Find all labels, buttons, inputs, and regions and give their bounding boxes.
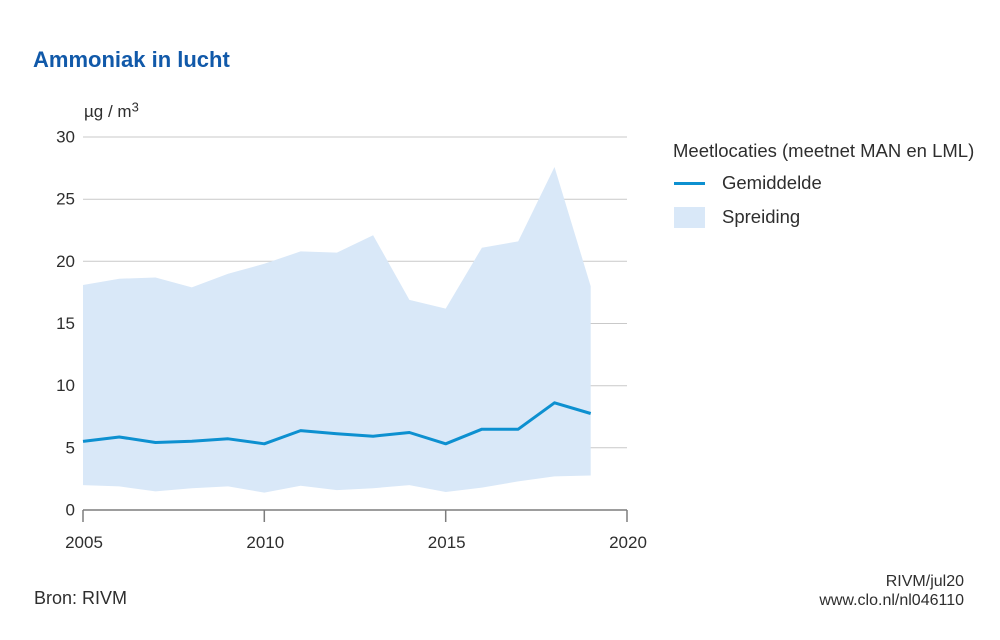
svg-text:25: 25 — [56, 190, 75, 209]
svg-text:www.clo.nl/nl046110: www.clo.nl/nl046110 — [818, 592, 964, 609]
svg-text:Ammoniak in lucht: Ammoniak in lucht — [33, 47, 230, 72]
svg-text:2005: 2005 — [65, 533, 103, 552]
svg-text:30: 30 — [56, 128, 75, 147]
svg-text:10: 10 — [56, 376, 75, 395]
svg-text:2015: 2015 — [428, 533, 466, 552]
svg-text:0: 0 — [66, 501, 75, 520]
svg-text:Gemiddelde: Gemiddelde — [722, 172, 822, 193]
svg-text:Meetlocaties (meetnet MAN en L: Meetlocaties (meetnet MAN en LML) — [673, 140, 974, 161]
svg-text:2020: 2020 — [609, 533, 647, 552]
svg-text:15: 15 — [56, 314, 75, 333]
svg-text:20: 20 — [56, 252, 75, 271]
svg-text:Bron: RIVM: Bron: RIVM — [34, 588, 127, 608]
svg-text:Spreiding: Spreiding — [722, 206, 800, 227]
svg-text:µg / m3: µg / m3 — [84, 100, 139, 122]
svg-text:RIVM/jul20: RIVM/jul20 — [886, 573, 964, 590]
svg-text:2010: 2010 — [246, 533, 284, 552]
svg-text:5: 5 — [66, 438, 75, 457]
